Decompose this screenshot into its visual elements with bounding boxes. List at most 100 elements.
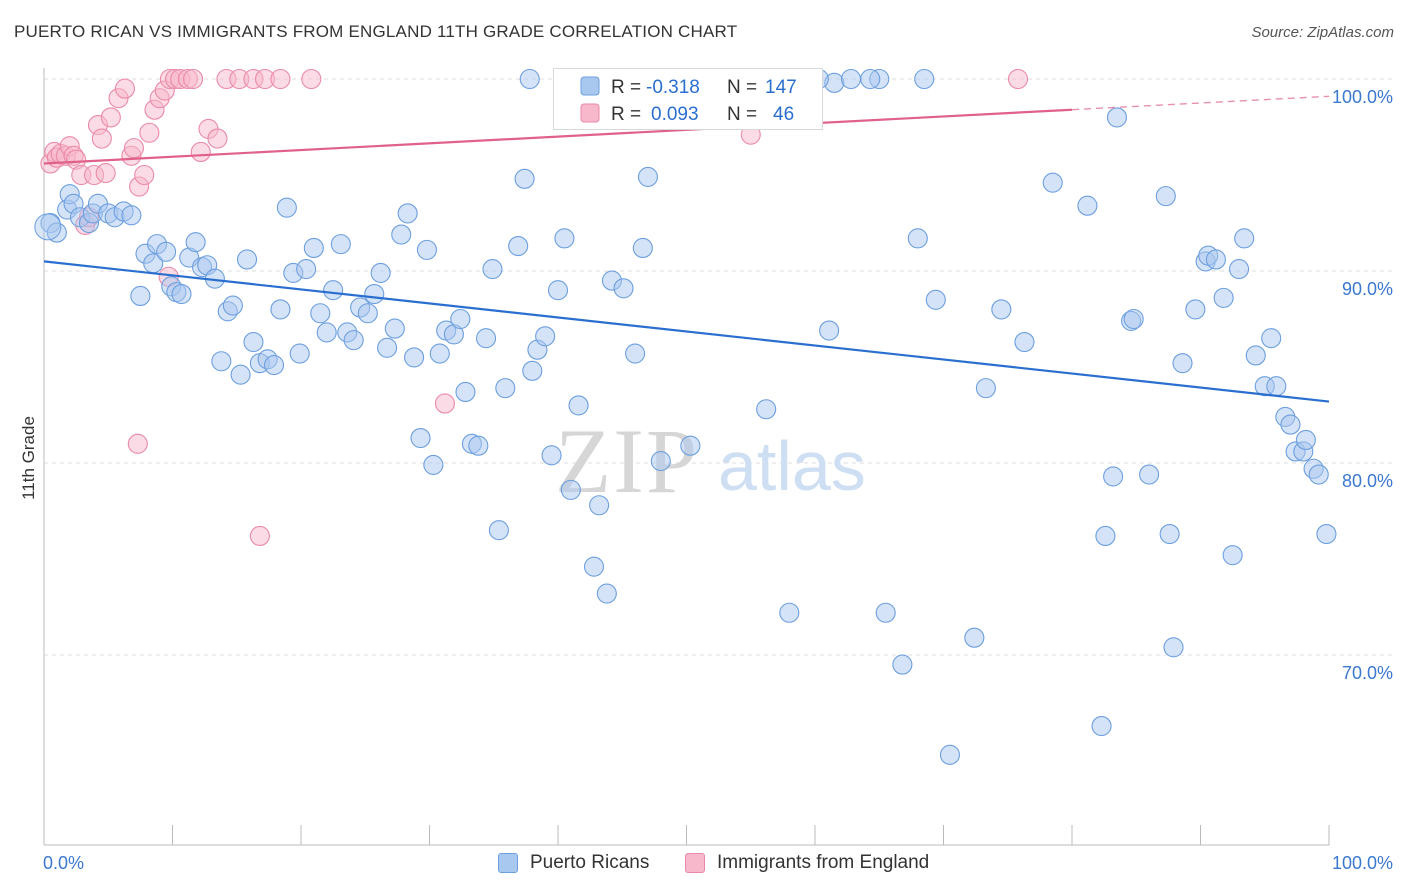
point-puerto-ricans (423, 454, 444, 475)
legend-n-label: N = (727, 77, 757, 98)
point-puerto-ricans (270, 299, 291, 320)
point-puerto-ricans (482, 259, 503, 280)
point-puerto-ricans (1091, 715, 1112, 737)
point-puerto-ricans (384, 318, 405, 339)
point-puerto-ricans (316, 322, 337, 343)
point-puerto-ricans (1106, 107, 1128, 128)
point-puerto-ricans (819, 320, 840, 341)
y-axis-label: 11th Grade (19, 416, 38, 500)
point-puerto-ricans (892, 654, 913, 675)
point-puerto-ricans (1261, 328, 1282, 349)
point-puerto-ricans (519, 68, 540, 90)
point-puerto-ricans (589, 495, 610, 516)
point-puerto-ricans (211, 351, 232, 372)
point-puerto-ricans (1245, 345, 1266, 366)
trend-line-puerto-ricans (43, 260, 1330, 403)
watermark: ZIP atlas (555, 410, 866, 512)
point-puerto-ricans (455, 381, 476, 403)
point-puerto-ricans (939, 744, 960, 765)
point-puerto-ricans (410, 427, 431, 449)
point-puerto-ricans (522, 360, 543, 381)
point-puerto-ricans (370, 262, 391, 283)
point-puerto-ricans (1159, 523, 1180, 545)
y-tick-label: 100.0% (1332, 87, 1393, 107)
point-immigrants-from-england (301, 68, 322, 90)
legend-r-value-blue: -0.318 (646, 77, 700, 98)
point-puerto-ricans (964, 627, 985, 648)
point-puerto-ricans (310, 303, 331, 324)
trend-line-immigrants-from-england-dashed (1071, 95, 1330, 111)
point-puerto-ricans (488, 520, 509, 541)
point-puerto-ricans (263, 355, 285, 376)
point-puerto-ricans (303, 237, 324, 259)
series-immigrants-from-england (40, 68, 1029, 547)
point-puerto-ricans (364, 283, 385, 305)
point-puerto-ricans (1295, 429, 1316, 451)
point-puerto-ricans (391, 224, 412, 245)
point-immigrants-from-england (270, 68, 291, 90)
legend-item-immigrants-from-england: Immigrants from England (685, 852, 929, 874)
series-puerto-ricans (34, 68, 1337, 765)
point-puerto-ricans (508, 235, 529, 257)
point-puerto-ricans (276, 197, 297, 218)
point-puerto-ricans (296, 259, 317, 280)
point-puerto-ricans (1042, 172, 1063, 193)
legend-r-label-2: R = (611, 104, 641, 125)
stats-legend: R = -0.318 N = 147 R = 0.093 N = 46 (553, 68, 823, 130)
point-puerto-ricans (404, 347, 425, 368)
point-puerto-ricans (632, 237, 653, 259)
point-immigrants-from-england (434, 393, 455, 414)
y-tick-label: 70.0% (1342, 663, 1393, 683)
point-puerto-ricans (1316, 523, 1337, 545)
point-puerto-ricans (680, 435, 701, 456)
point-puerto-ricans (840, 68, 862, 90)
point-puerto-ricans (475, 328, 497, 349)
point-puerto-ricans (596, 583, 617, 604)
point-puerto-ricans (323, 280, 344, 301)
point-puerto-ricans (171, 283, 192, 305)
point-puerto-ricans (650, 451, 671, 472)
point-puerto-ricans (236, 249, 258, 270)
point-puerto-ricans (1222, 545, 1243, 566)
point-puerto-ricans (397, 203, 418, 224)
point-immigrants-from-england (183, 68, 204, 90)
point-immigrants-from-england (91, 128, 112, 149)
y-tick-labels: 70.0% 80.0% 90.0% 100.0% (1332, 87, 1393, 683)
point-puerto-ricans (1229, 259, 1250, 280)
legend-n-value-blue: 147 (765, 77, 797, 98)
point-puerto-ricans (907, 228, 928, 249)
x-tick-label-min: 0.0% (43, 853, 84, 873)
point-puerto-ricans (343, 330, 364, 351)
point-puerto-ricans (1103, 466, 1124, 487)
point-puerto-ricans (514, 168, 535, 189)
legend-item-puerto-ricans: Puerto Ricans (498, 852, 649, 874)
point-puerto-ricans (1123, 308, 1144, 330)
point-puerto-ricans (625, 343, 646, 364)
point-puerto-ricans (1234, 228, 1255, 249)
point-immigrants-from-england (95, 163, 116, 184)
point-puerto-ricans (975, 378, 996, 399)
point-puerto-ricans (377, 337, 398, 358)
point-puerto-ricans (416, 239, 437, 260)
point-immigrants-from-england (123, 138, 144, 159)
point-immigrants-from-england (207, 128, 228, 149)
point-puerto-ricans (121, 205, 142, 226)
point-puerto-ricans (991, 299, 1012, 320)
legend-r-label: R = (611, 77, 641, 98)
legend-swatch-immigrants-from-england (685, 853, 705, 873)
point-puerto-ricans (1280, 414, 1301, 435)
point-immigrants-from-england (139, 122, 160, 143)
point-puerto-ricans (1205, 249, 1226, 270)
point-puerto-ricans (1266, 376, 1287, 397)
legend-n-label-2: N = (727, 104, 757, 125)
legend-n-value-pink: 46 (773, 104, 794, 125)
point-puerto-ricans (875, 602, 896, 623)
point-puerto-ricans (450, 308, 471, 330)
axes (43, 68, 1330, 846)
point-puerto-ricans (1095, 525, 1116, 547)
point-puerto-ricans (1077, 195, 1098, 216)
point-puerto-ricans (1213, 287, 1234, 308)
point-puerto-ricans (554, 228, 575, 249)
point-puerto-ricans (230, 364, 251, 385)
